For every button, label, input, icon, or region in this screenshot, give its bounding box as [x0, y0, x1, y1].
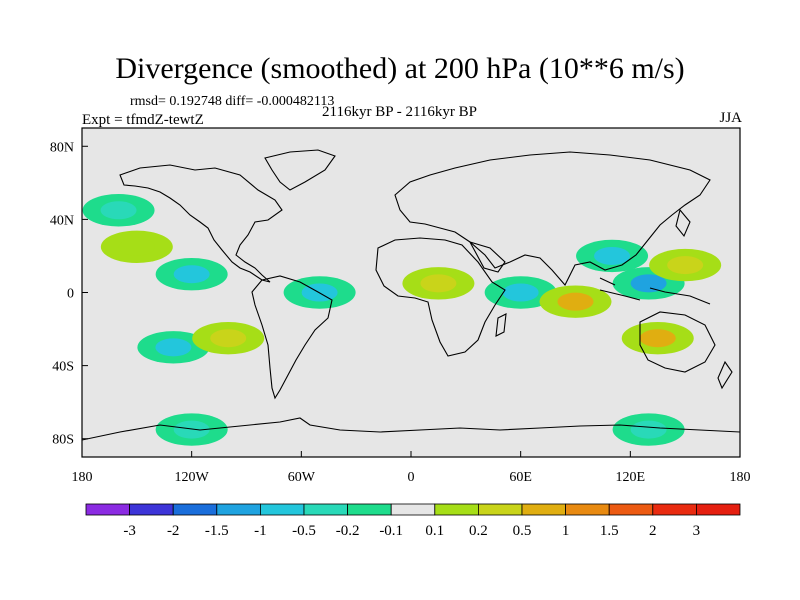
x-tick-label: 60E	[509, 470, 532, 485]
x-tick-label: 120E	[616, 470, 646, 485]
divergence-feature	[484, 276, 557, 309]
colorbar-swatch	[85, 503, 130, 516]
period-label: 2116kyr BP - 2116kyr BP	[322, 104, 478, 120]
coastline-north-america	[119, 164, 283, 283]
x-tick-label: 0	[408, 470, 415, 485]
colorbar-swatch	[608, 503, 654, 516]
colorbar-label: -2	[167, 523, 180, 539]
coastline-japan	[675, 208, 691, 238]
rmsd-diff-text: rmsd= 0.192748 diff= -0.000482113	[130, 94, 335, 109]
divergence-feature	[649, 248, 722, 282]
divergence-field	[82, 194, 722, 446]
coastlines	[82, 149, 740, 441]
divergence-contour-inner	[594, 246, 631, 265]
x-tick-label: 180	[730, 470, 751, 485]
divergence-contour-inner	[100, 201, 137, 220]
colorbar-label: -0.2	[336, 523, 360, 539]
divergence-contour-inner	[173, 265, 210, 284]
x-tick-label: 120W	[175, 470, 210, 485]
colorbar-label: -3	[123, 523, 136, 539]
colorbar-label: 3	[693, 523, 701, 539]
x-tick-label: 180	[72, 470, 93, 485]
divergence-feature	[155, 413, 228, 446]
coastline-indonesia	[599, 277, 711, 305]
y-tick-label: 80S	[52, 433, 74, 448]
divergence-feature	[576, 239, 649, 273]
colorbar-swatch	[216, 503, 261, 516]
colorbar-swatch	[521, 503, 566, 516]
coastline-arabia	[468, 241, 506, 273]
colorbar-swatch	[259, 503, 305, 516]
y-tick-label: 40N	[50, 213, 74, 228]
colorbar: -3 -2 -1.5 -1 -0.5 -0.2 -0.1 0.1 0.2 0.5 1 1.5 2 3	[85, 503, 741, 539]
colorbar-label: 0.5	[513, 523, 532, 539]
divergence-feature	[82, 194, 155, 227]
colorbar-swatch	[565, 503, 610, 516]
divergence-feature	[402, 267, 475, 300]
divergence-contour-inner	[557, 292, 594, 311]
coastline-madagascar	[495, 313, 507, 337]
divergence-feature	[612, 413, 685, 446]
coastline-greenland	[264, 149, 336, 191]
plot-title: Divergence (smoothed) at 200 hPa (10**6 …	[115, 52, 685, 85]
experiment-label: Expt = tfmdZ-tewtZ	[82, 112, 204, 128]
colorbar-label: -1	[254, 523, 267, 539]
colorbar-swatch	[347, 503, 392, 516]
colorbar-label: 2	[649, 523, 657, 539]
divergence-contour-inner	[630, 420, 667, 439]
colorbar-swatch	[303, 503, 348, 516]
divergence-feature	[621, 321, 694, 355]
coastline-eurasia	[394, 151, 711, 286]
colorbar-swatch	[172, 503, 218, 516]
divergence-feature	[155, 258, 228, 291]
colorbar-swatch	[390, 503, 436, 516]
divergence-feature	[192, 321, 265, 355]
colorbar-swatch	[696, 503, 741, 516]
divergence-contour-inner	[118, 237, 155, 256]
divergence-feature	[539, 285, 612, 318]
y-tick-label: 40S	[52, 360, 74, 375]
divergence-feature	[100, 230, 173, 264]
coastline-africa	[375, 237, 506, 357]
colorbar-label: -1.5	[205, 523, 229, 539]
colorbar-swatch	[477, 503, 523, 516]
y-tick-label: 80N	[50, 140, 74, 155]
divergence-feature	[137, 331, 210, 364]
colorbar-swatch	[652, 503, 697, 516]
divergence-contour-inner	[639, 329, 676, 348]
coastline-australia	[639, 311, 716, 373]
axes: 180 120W 60W 0 60E 120E 180 80N 40N 0 40S 80S	[50, 140, 751, 485]
colorbar-label: 0.2	[469, 523, 488, 539]
coastline-new-zealand	[717, 360, 733, 390]
divergence-contour-inner	[502, 283, 539, 302]
divergence-contour-inner	[630, 274, 667, 293]
colorbar-label: 0.1	[425, 523, 444, 539]
colorbar-swatch	[434, 503, 479, 516]
colorbar-label: 1	[562, 523, 570, 539]
divergence-contour-inner	[173, 420, 210, 439]
colorbar-label: -0.5	[292, 523, 316, 539]
x-tick-label: 60W	[288, 470, 316, 485]
season-label: JJA	[719, 110, 742, 126]
colorbar-label: 1.5	[600, 523, 619, 539]
divergence-contour-inner	[155, 338, 192, 357]
y-tick-label: 0	[67, 287, 74, 302]
colorbar-swatch	[129, 503, 174, 516]
coastline-antarctica	[82, 417, 740, 441]
divergence-contour-inner	[667, 256, 704, 275]
divergence-contour-inner	[210, 329, 247, 348]
colorbar-label: -0.1	[379, 523, 403, 539]
divergence-contour-inner	[420, 274, 457, 293]
coastline-south-america	[251, 275, 333, 400]
